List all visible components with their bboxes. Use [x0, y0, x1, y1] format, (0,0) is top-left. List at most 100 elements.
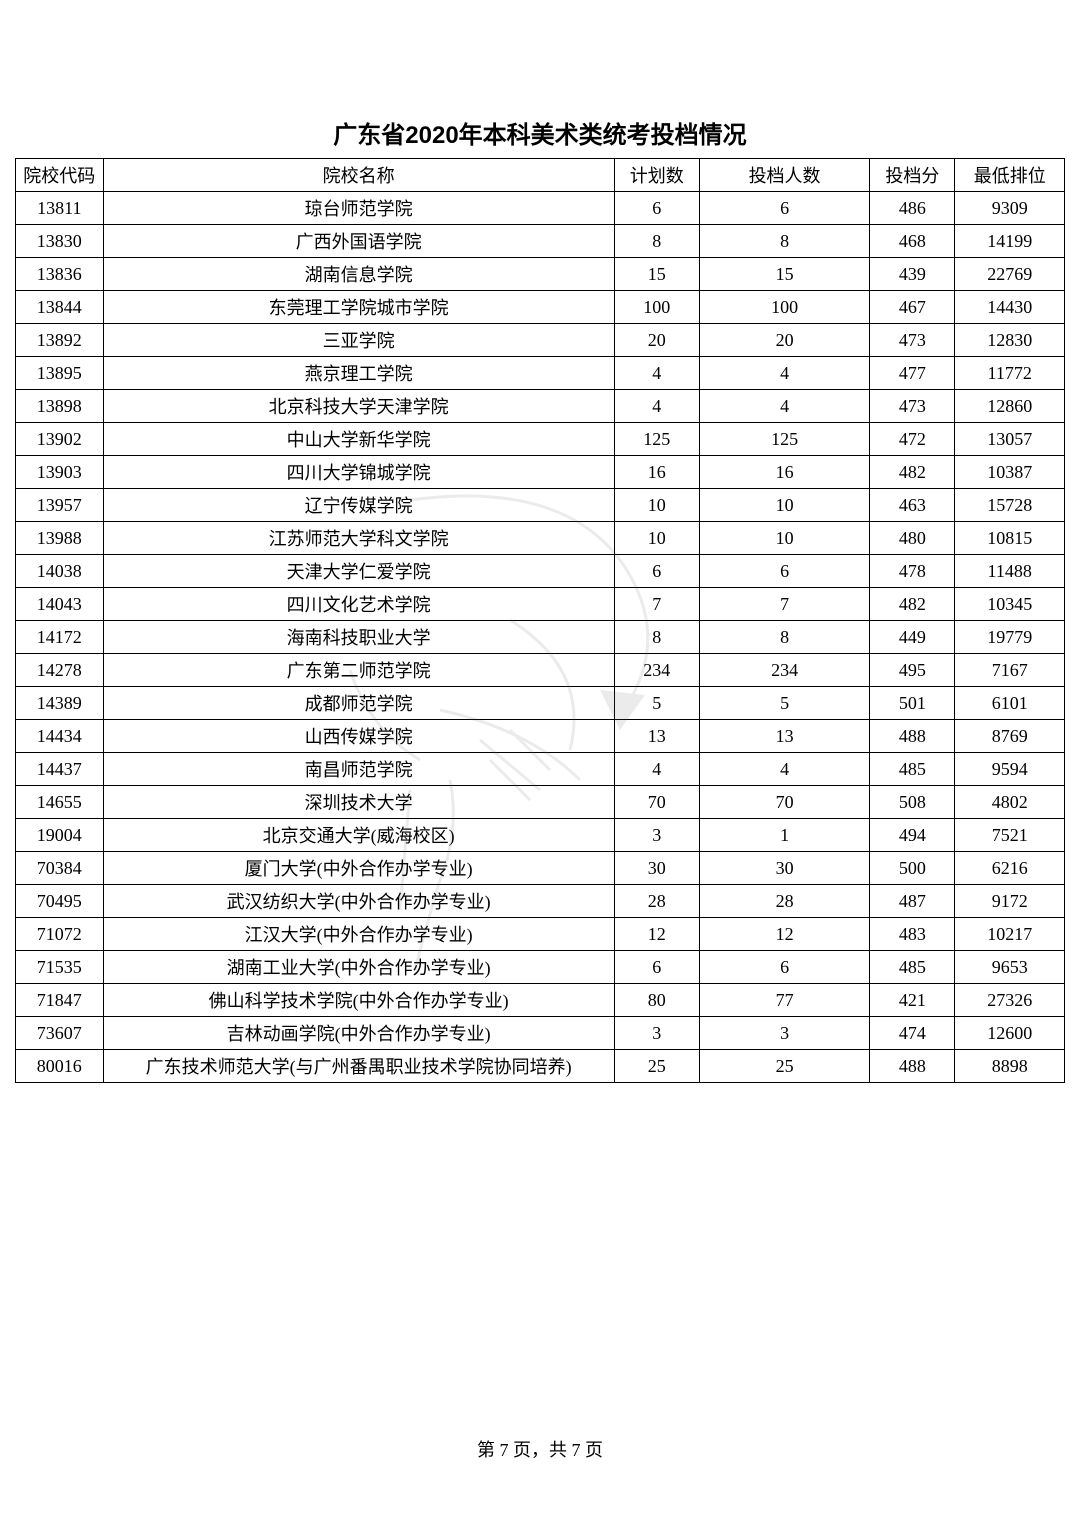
table-cell: 4 — [699, 357, 869, 390]
table-cell: 20 — [699, 324, 869, 357]
table-cell: 南昌师范学院 — [103, 753, 614, 786]
table-cell: 71847 — [16, 984, 104, 1017]
table-cell: 13844 — [16, 291, 104, 324]
table-cell: 482 — [870, 456, 955, 489]
table-cell: 13836 — [16, 258, 104, 291]
table-row: 71535湖南工业大学(中外合作办学专业)664859653 — [16, 951, 1065, 984]
table-cell: 江汉大学(中外合作办学专业) — [103, 918, 614, 951]
table-cell: 海南科技职业大学 — [103, 621, 614, 654]
table-cell: 4 — [614, 753, 699, 786]
page-title: 广东省2020年本科美术类统考投档情况 — [15, 115, 1065, 150]
table-cell: 深圳技术大学 — [103, 786, 614, 819]
table-cell: 6216 — [955, 852, 1065, 885]
table-cell: 10345 — [955, 588, 1065, 621]
table-cell: 9172 — [955, 885, 1065, 918]
table-row: 13844东莞理工学院城市学院10010046714430 — [16, 291, 1065, 324]
table-row: 14038天津大学仁爱学院6647811488 — [16, 555, 1065, 588]
table-cell: 478 — [870, 555, 955, 588]
table-cell: 16 — [614, 456, 699, 489]
table-cell: 482 — [870, 588, 955, 621]
table-cell: 广西外国语学院 — [103, 225, 614, 258]
table-cell: 71072 — [16, 918, 104, 951]
table-cell: 4 — [699, 753, 869, 786]
table-cell: 12 — [699, 918, 869, 951]
table-cell: 467 — [870, 291, 955, 324]
table-cell: 三亚学院 — [103, 324, 614, 357]
table-cell: 487 — [870, 885, 955, 918]
table-cell: 1 — [699, 819, 869, 852]
table-cell: 吉林动画学院(中外合作办学专业) — [103, 1017, 614, 1050]
table-cell: 14199 — [955, 225, 1065, 258]
table-cell: 439 — [870, 258, 955, 291]
table-header-cell: 院校代码 — [16, 159, 104, 192]
table-row: 19004北京交通大学(威海校区)314947521 — [16, 819, 1065, 852]
table-row: 14434山西传媒学院13134888769 — [16, 720, 1065, 753]
table-cell: 厦门大学(中外合作办学专业) — [103, 852, 614, 885]
table-cell: 8898 — [955, 1050, 1065, 1083]
table-cell: 3 — [614, 1017, 699, 1050]
table-row: 13895燕京理工学院4447711772 — [16, 357, 1065, 390]
table-cell: 14430 — [955, 291, 1065, 324]
table-row: 13902中山大学新华学院12512547213057 — [16, 423, 1065, 456]
table-row: 13988江苏师范大学科文学院101048010815 — [16, 522, 1065, 555]
table-row: 14172海南科技职业大学8844919779 — [16, 621, 1065, 654]
table-cell: 11488 — [955, 555, 1065, 588]
table-cell: 70 — [699, 786, 869, 819]
table-cell: 19004 — [16, 819, 104, 852]
table-cell: 北京交通大学(威海校区) — [103, 819, 614, 852]
table-row: 13957辽宁传媒学院101046315728 — [16, 489, 1065, 522]
table-header-row: 院校代码院校名称计划数投档人数投档分最低排位 — [16, 159, 1065, 192]
table-cell: 14655 — [16, 786, 104, 819]
table-cell: 11772 — [955, 357, 1065, 390]
table-cell: 8 — [699, 225, 869, 258]
table-row: 14437南昌师范学院444859594 — [16, 753, 1065, 786]
table-cell: 4 — [699, 390, 869, 423]
table-cell: 70384 — [16, 852, 104, 885]
table-cell: 中山大学新华学院 — [103, 423, 614, 456]
table-cell: 488 — [870, 1050, 955, 1083]
table-cell: 80 — [614, 984, 699, 1017]
table-cell: 71535 — [16, 951, 104, 984]
table-cell: 7167 — [955, 654, 1065, 687]
table-row: 71072江汉大学(中外合作办学专业)121248310217 — [16, 918, 1065, 951]
table-cell: 琼台师范学院 — [103, 192, 614, 225]
table-cell: 10387 — [955, 456, 1065, 489]
table-row: 80016广东技术师范大学(与广州番禺职业技术学院协同培养)2525488889… — [16, 1050, 1065, 1083]
table-header-cell: 计划数 — [614, 159, 699, 192]
table-cell: 7 — [614, 588, 699, 621]
table-cell: 13957 — [16, 489, 104, 522]
table-cell: 473 — [870, 390, 955, 423]
table-cell: 8769 — [955, 720, 1065, 753]
table-cell: 武汉纺织大学(中外合作办学专业) — [103, 885, 614, 918]
table-cell: 15 — [699, 258, 869, 291]
table-cell: 广东第二师范学院 — [103, 654, 614, 687]
table-cell: 成都师范学院 — [103, 687, 614, 720]
table-row: 13903四川大学锦城学院161648210387 — [16, 456, 1065, 489]
table-cell: 14437 — [16, 753, 104, 786]
table-cell: 10815 — [955, 522, 1065, 555]
table-cell: 10 — [699, 489, 869, 522]
table-cell: 474 — [870, 1017, 955, 1050]
table-cell: 6 — [699, 555, 869, 588]
table-header-cell: 院校名称 — [103, 159, 614, 192]
table-cell: 13895 — [16, 357, 104, 390]
table-cell: 14389 — [16, 687, 104, 720]
table-cell: 13830 — [16, 225, 104, 258]
table-cell: 495 — [870, 654, 955, 687]
table-row: 13830广西外国语学院8846814199 — [16, 225, 1065, 258]
table-cell: 四川文化艺术学院 — [103, 588, 614, 621]
table-cell: 东莞理工学院城市学院 — [103, 291, 614, 324]
table-cell: 燕京理工学院 — [103, 357, 614, 390]
table-cell: 13057 — [955, 423, 1065, 456]
table-cell: 8 — [614, 225, 699, 258]
table-cell: 463 — [870, 489, 955, 522]
table-cell: 16 — [699, 456, 869, 489]
table-cell: 天津大学仁爱学院 — [103, 555, 614, 588]
table-cell: 4 — [614, 357, 699, 390]
table-cell: 6 — [614, 192, 699, 225]
table-cell: 486 — [870, 192, 955, 225]
table-cell: 6 — [614, 555, 699, 588]
table-cell: 四川大学锦城学院 — [103, 456, 614, 489]
table-cell: 14043 — [16, 588, 104, 621]
table-cell: 6 — [614, 951, 699, 984]
